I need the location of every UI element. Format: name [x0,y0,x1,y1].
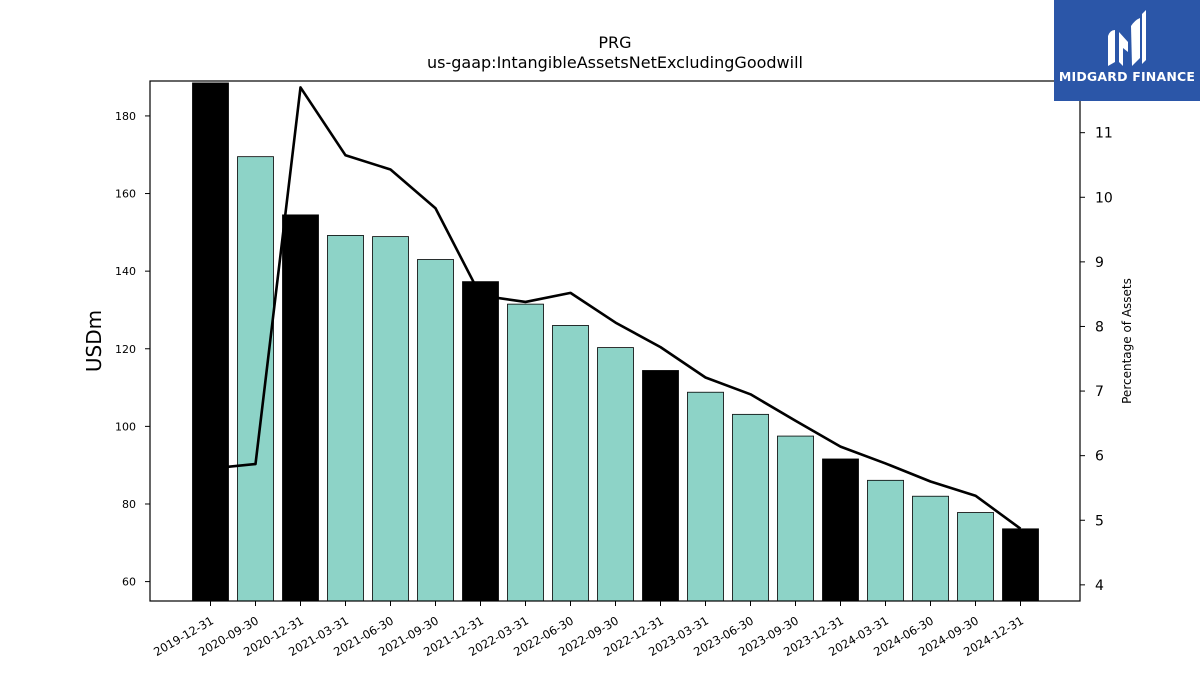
y2-tick-label: 7 [1095,384,1104,400]
y-tick-label: 60 [122,576,136,589]
bar-2021-03-31 [327,235,364,602]
y2-tick-label: 5 [1095,513,1104,529]
bar-2020-12-31 [282,214,319,602]
y-tick-label: 180 [115,110,136,123]
bar-2023-12-31 [822,458,859,602]
y2-tick-label: 9 [1095,255,1104,271]
bar-2021-09-30 [417,259,454,602]
logo-mark-icon [1108,10,1146,66]
brand-logo: MIDGARD FINANCE [1054,0,1200,101]
bar-2019-12-31 [192,82,229,602]
y2-tick-label: 4 [1095,578,1104,594]
bar-2024-03-31 [867,479,904,602]
bar-2024-12-31 [1002,528,1039,602]
y-tick-label: 80 [122,498,136,511]
bar-2021-06-30 [372,236,409,602]
y-tick-label: 160 [115,188,136,201]
bar-2023-09-30 [777,435,814,602]
y2-tick-label: 10 [1095,190,1113,206]
y-tick-label: 120 [115,343,136,356]
bar-2023-06-30 [732,413,769,602]
right-axis: 4 5 6 7 8 9 10 11 [1080,126,1113,594]
y2-tick-label: 8 [1095,319,1104,335]
bar-2022-09-30 [597,347,634,602]
bar-2022-06-30 [552,325,589,602]
y2-tick-label: 11 [1095,126,1113,142]
chart-title: PRG [598,33,631,52]
percentage-line [210,86,1022,530]
bar-2023-03-31 [687,391,724,602]
bar-2022-03-31 [507,303,544,602]
chart-subtitle: us-gaap:IntangibleAssetsNetExcludingGood… [427,53,803,72]
bar-2024-06-30 [912,495,949,602]
line-layer [210,86,1022,530]
y-axis-label: USDm [82,310,106,372]
bar-2024-09-30 [957,512,994,602]
bar-2021-12-31 [462,281,499,602]
bar-2022-12-31 [642,370,679,602]
bar-layer [192,82,1039,602]
x-axis: 2019-12-312020-09-302020-12-312021-03-31… [151,601,1026,659]
y-tick-label: 100 [115,420,136,433]
y2-tick-label: 6 [1095,449,1104,465]
bar-2020-09-30 [237,156,274,602]
y2-axis-label: Percentage of Assets [1120,278,1134,404]
left-axis: 60 80 100 120 140 160 180 [115,110,150,589]
logo-text: MIDGARD FINANCE [1058,69,1196,84]
y-tick-label: 140 [115,265,136,278]
